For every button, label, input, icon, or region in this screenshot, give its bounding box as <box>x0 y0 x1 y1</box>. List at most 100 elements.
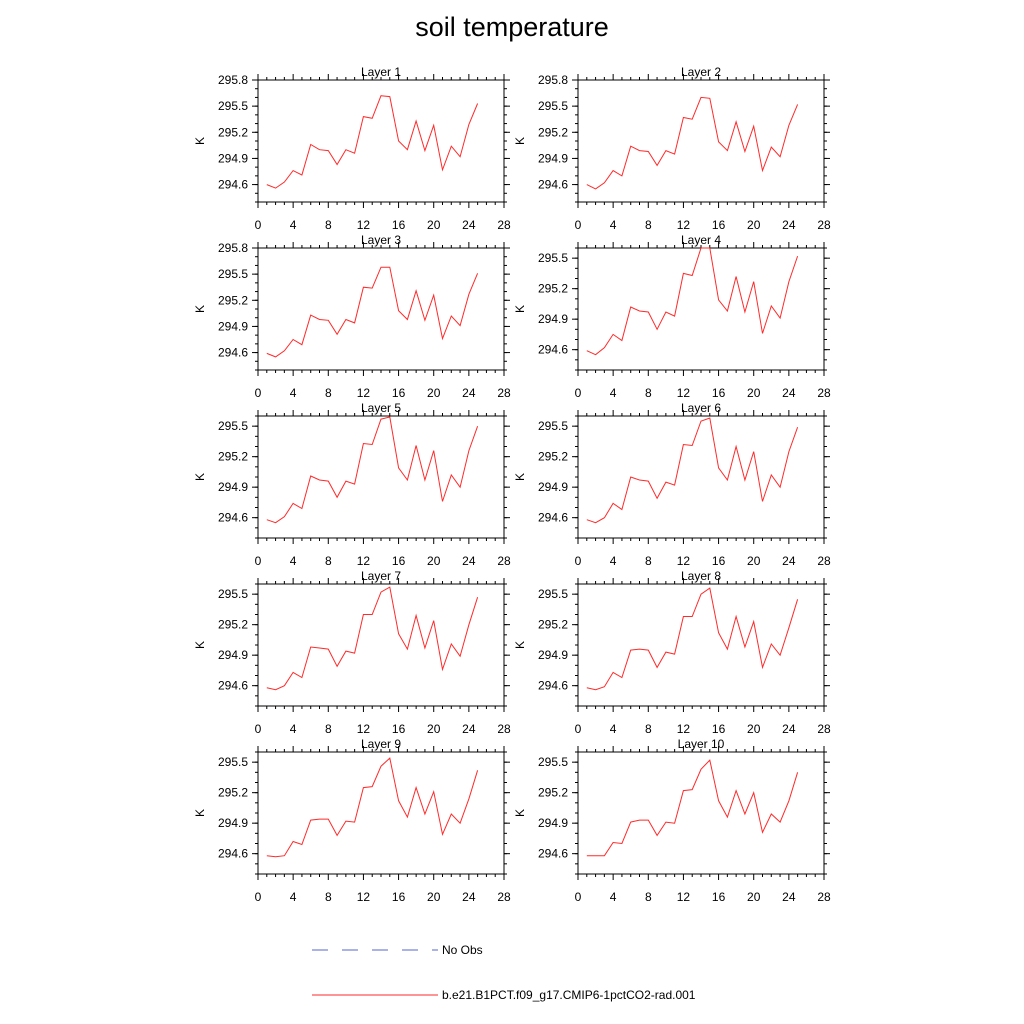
panel-title: Layer 6 <box>681 401 721 415</box>
panel-title: Layer 5 <box>361 401 401 415</box>
x-tick-label: 12 <box>677 554 691 568</box>
y-tick-label: 295.2 <box>538 786 568 800</box>
x-tick-label: 28 <box>497 386 511 400</box>
x-tick-label: 8 <box>645 386 652 400</box>
x-tick-label: 12 <box>357 722 371 736</box>
y-tick-label: 295.2 <box>218 618 248 632</box>
x-tick-label: 16 <box>392 554 406 568</box>
x-tick-label: 20 <box>747 890 761 904</box>
series-line <box>266 416 479 524</box>
chart-panel-8: Layer 8 K 0 4 8 12 16 20 24 28 294.6 294.9 295.2 295.… <box>513 569 831 736</box>
y-tick-label: 294.9 <box>218 816 248 830</box>
x-tick-label: 16 <box>712 218 726 232</box>
y-tick-label: 294.9 <box>538 816 568 830</box>
chart-panel-7: Layer 7 K 0 4 8 12 16 20 24 28 294.6 294.9 295.2 295.… <box>193 569 511 736</box>
x-tick-label: 0 <box>255 218 262 232</box>
plot-frame <box>577 583 825 707</box>
y-tick-label: 294.9 <box>218 151 248 165</box>
x-tick-label: 28 <box>817 722 831 736</box>
x-tick-label: 24 <box>782 386 796 400</box>
y-tick-label: 294.6 <box>218 346 248 360</box>
y-tick-label: 295.2 <box>538 450 568 464</box>
chart-panels: Layer 1 K 0 4 8 12 16 20 24 28 294.6 294.9 295.2 295.… <box>193 65 831 904</box>
y-tick-label: 294.6 <box>538 511 568 525</box>
chart-panel-9: Layer 9 K 0 4 8 12 16 20 24 28 294.6 294.9 295.2 295.… <box>193 737 511 904</box>
x-tick-label: 20 <box>747 554 761 568</box>
y-axis-label: K <box>193 809 207 817</box>
x-tick-label: 24 <box>462 218 476 232</box>
x-tick-label: 16 <box>392 386 406 400</box>
x-tick-label: 4 <box>610 218 617 232</box>
y-tick-label: 295.5 <box>538 419 568 433</box>
series-line <box>586 96 799 190</box>
panel-title: Layer 10 <box>678 737 725 751</box>
y-tick-label: 295.5 <box>218 99 248 113</box>
x-tick-label: 16 <box>712 554 726 568</box>
plot-frame <box>257 583 505 707</box>
y-tick-label: 294.9 <box>538 480 568 494</box>
x-tick-label: 28 <box>497 722 511 736</box>
series-line <box>266 95 479 189</box>
x-tick-label: 12 <box>677 722 691 736</box>
y-tick-label: 295.5 <box>538 587 568 601</box>
x-tick-label: 8 <box>325 890 332 904</box>
x-tick-label: 20 <box>747 218 761 232</box>
y-tick-label: 295.2 <box>218 450 248 464</box>
plot-frame <box>257 751 505 875</box>
x-tick-label: 20 <box>427 554 441 568</box>
y-tick-label: 294.6 <box>218 178 248 192</box>
x-tick-label: 0 <box>255 722 262 736</box>
y-tick-label: 294.9 <box>218 480 248 494</box>
chart-panel-5: Layer 5 K 0 4 8 12 16 20 24 28 294.6 294.9 295.2 295.… <box>193 401 511 568</box>
x-tick-label: 0 <box>575 386 582 400</box>
plot-frame <box>257 415 505 539</box>
series-line <box>586 759 799 857</box>
x-tick-label: 24 <box>782 218 796 232</box>
y-axis-label: K <box>513 305 527 313</box>
y-tick-label: 295.2 <box>218 125 248 139</box>
panel-title: Layer 9 <box>361 737 401 751</box>
x-tick-label: 0 <box>575 890 582 904</box>
x-tick-label: 8 <box>325 218 332 232</box>
x-tick-label: 8 <box>325 554 332 568</box>
x-tick-label: 4 <box>290 554 297 568</box>
x-tick-label: 16 <box>712 386 726 400</box>
y-tick-label: 294.6 <box>538 847 568 861</box>
x-tick-label: 4 <box>290 722 297 736</box>
x-tick-label: 0 <box>575 722 582 736</box>
legend-label-model: b.e21.B1PCT.f09_g17.CMIP6-1pctCO2-rad.00… <box>442 988 696 1002</box>
legend: No Obs b.e21.B1PCT.f09_g17.CMIP6-1pctCO2… <box>312 943 696 1002</box>
x-tick-label: 16 <box>392 218 406 232</box>
plot-frame <box>577 247 825 371</box>
y-axis-label: K <box>513 641 527 649</box>
panel-title: Layer 8 <box>681 569 721 583</box>
x-tick-label: 24 <box>462 890 476 904</box>
y-tick-label: 295.2 <box>218 293 248 307</box>
x-tick-label: 8 <box>645 218 652 232</box>
x-tick-label: 8 <box>645 890 652 904</box>
y-tick-label: 294.9 <box>218 319 248 333</box>
x-tick-label: 4 <box>610 386 617 400</box>
x-tick-label: 20 <box>427 722 441 736</box>
y-tick-label: 294.9 <box>538 312 568 326</box>
y-tick-label: 295.5 <box>538 755 568 769</box>
y-tick-label: 294.6 <box>218 511 248 525</box>
x-tick-label: 20 <box>427 890 441 904</box>
y-tick-label: 295.2 <box>538 618 568 632</box>
y-axis-label: K <box>193 641 207 649</box>
x-tick-label: 28 <box>497 554 511 568</box>
y-tick-label: 294.6 <box>218 847 248 861</box>
x-tick-label: 4 <box>610 554 617 568</box>
panel-title: Layer 2 <box>681 65 721 79</box>
x-tick-label: 8 <box>325 722 332 736</box>
x-tick-label: 20 <box>747 386 761 400</box>
y-axis-label: K <box>513 137 527 145</box>
series-line <box>586 247 799 356</box>
series-line <box>266 757 479 858</box>
chart-panel-10: Layer 10 K 0 4 8 12 16 20 24 28 294.6 294.9 295.2 295… <box>513 737 831 904</box>
x-tick-label: 0 <box>575 218 582 232</box>
y-tick-label: 295.5 <box>218 267 248 281</box>
plot-frame <box>257 247 505 371</box>
x-tick-label: 4 <box>290 890 297 904</box>
y-tick-label: 294.9 <box>218 648 248 662</box>
